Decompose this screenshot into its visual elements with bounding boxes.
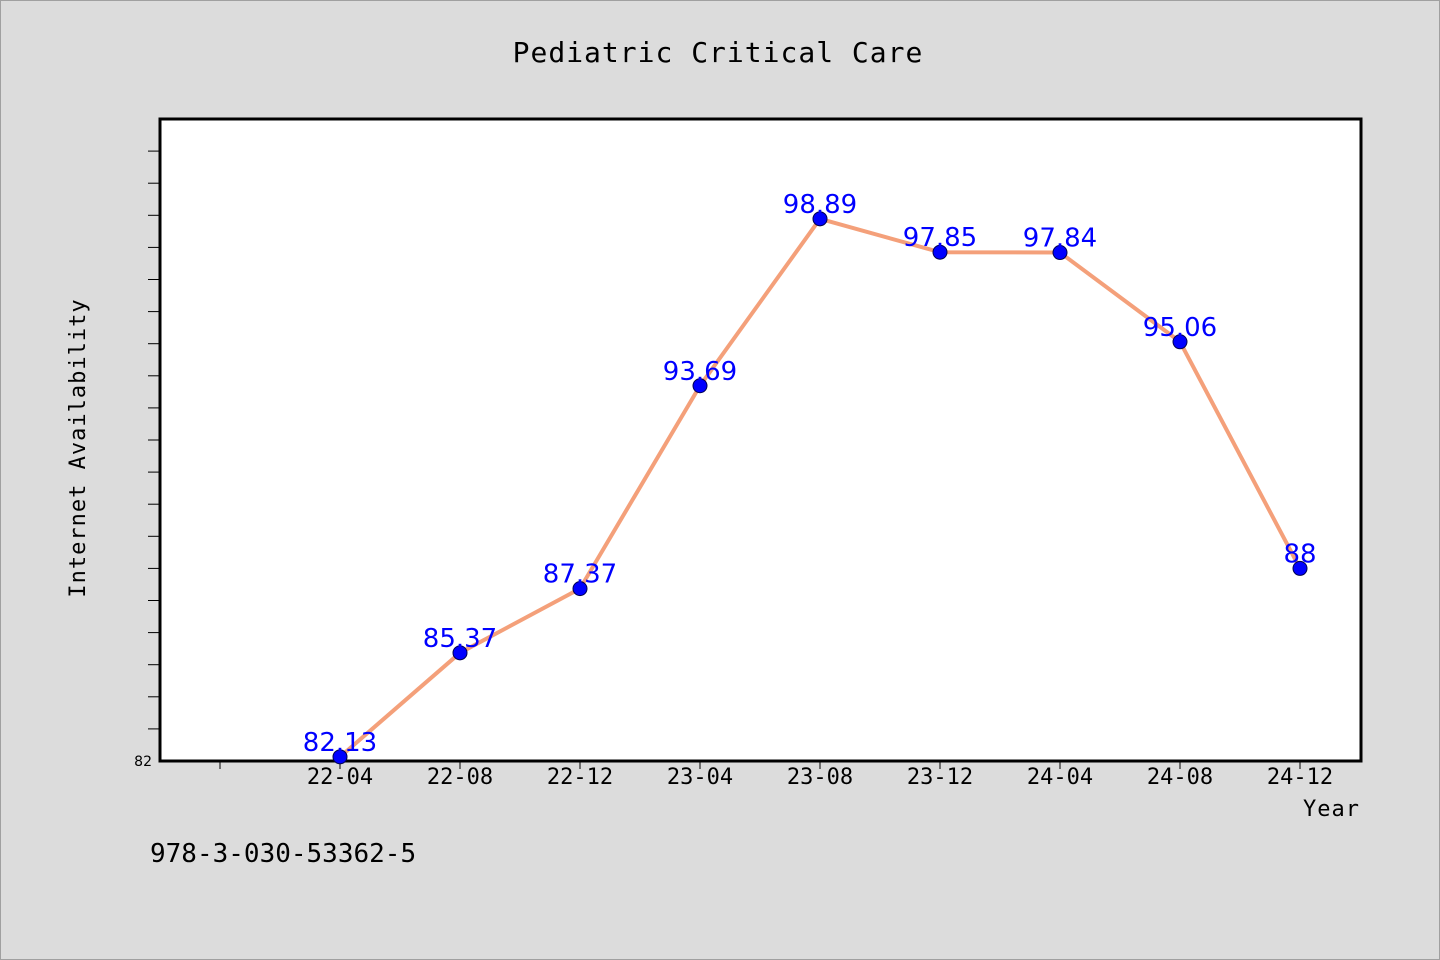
y-tick-label: 82 — [134, 754, 152, 770]
x-axis-ticks: 22-04 22-08 22-12 23-04 23-08 23-12 24-04 24-08… — [219, 761, 1333, 790]
x-tick-label: 23-04 — [667, 765, 733, 790]
plot-area — [158, 117, 1363, 763]
y-axis-ticks: 82 — [134, 150, 160, 770]
data-point — [452, 645, 468, 661]
data-point — [572, 581, 588, 597]
data-label: 93.69 — [663, 357, 737, 387]
x-tick-label: 23-12 — [907, 765, 973, 790]
data-label: 98.89 — [783, 190, 857, 220]
x-tick-label: 22-04 — [307, 765, 373, 790]
data-label: 88 — [1283, 539, 1316, 569]
data-point — [932, 244, 948, 260]
x-tick-label: 24-12 — [1267, 765, 1333, 790]
x-axis-label: Year — [1303, 797, 1360, 822]
data-point — [812, 211, 828, 227]
x-tick-label: 24-08 — [1147, 765, 1213, 790]
y-axis-label: Internet Availability — [66, 298, 91, 597]
series-layer: 82.13 85.37 87.37 93.69 98.89 97.85 97.84 95.06… — [303, 190, 1317, 765]
x-tick-label: 22-12 — [547, 765, 613, 790]
isbn-footer: 978-3-030-53362-5 — [150, 839, 416, 869]
x-tick-label: 23-08 — [787, 765, 853, 790]
data-point — [692, 378, 708, 394]
data-point — [1292, 560, 1308, 576]
data-label: 97.85 — [903, 223, 977, 253]
x-tick-label: 24-04 — [1027, 765, 1093, 790]
data-point — [332, 749, 348, 765]
data-label: 85.37 — [423, 624, 497, 654]
data-label: 87.37 — [543, 560, 617, 590]
data-point — [1052, 245, 1068, 261]
x-tick-label: 22-08 — [427, 765, 493, 790]
data-label: 97.84 — [1023, 224, 1097, 254]
chart-title: Pediatric Critical Care — [513, 36, 924, 69]
data-label: 95.06 — [1143, 313, 1217, 343]
data-label: 82.13 — [303, 728, 377, 758]
data-point — [1172, 334, 1188, 350]
